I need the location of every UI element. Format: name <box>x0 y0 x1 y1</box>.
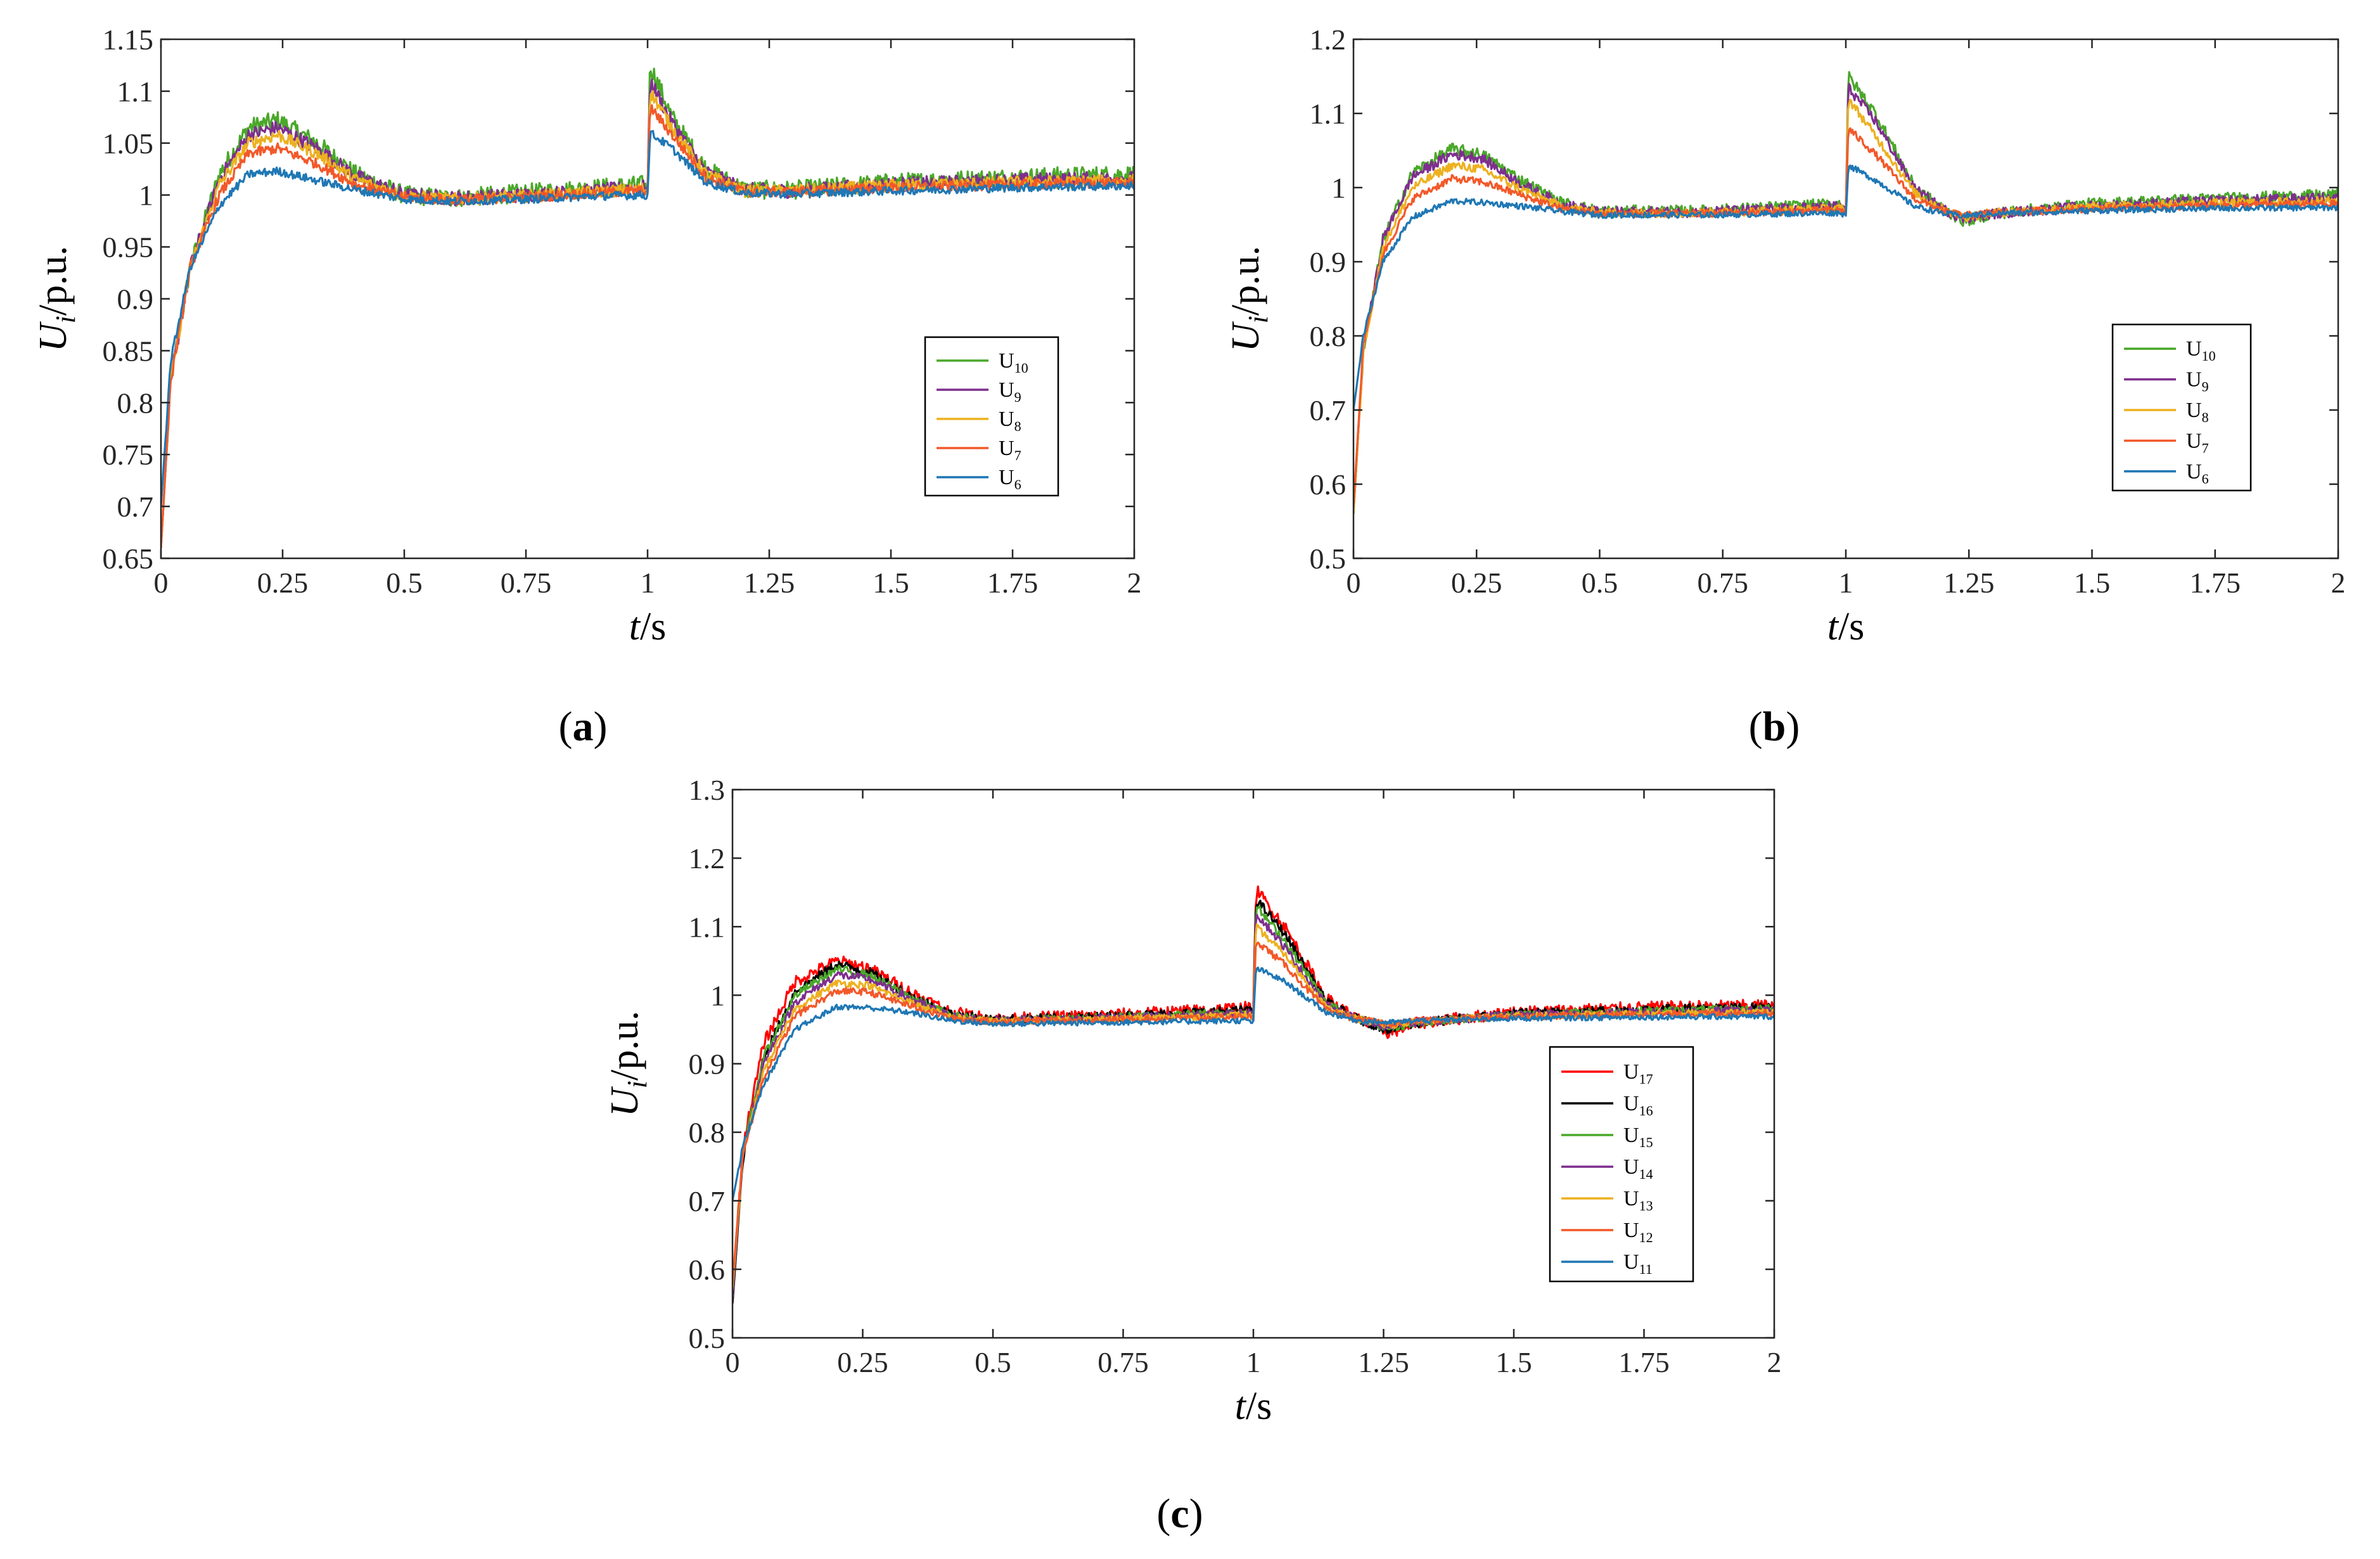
y-tick-label: 0.8 <box>689 1117 726 1149</box>
y-tick-label: 0.8 <box>1310 320 1347 352</box>
x-tick-label: 1 <box>641 567 655 599</box>
x-tick-label: 0.5 <box>975 1346 1011 1378</box>
y-tick-label: 1 <box>139 179 153 212</box>
panel-label: (c) <box>1156 1491 1203 1537</box>
panel-label: (a) <box>559 703 608 750</box>
x-tick-label: 2 <box>2331 567 2346 599</box>
series-group <box>1353 71 2338 514</box>
y-tick-label: 0.6 <box>689 1254 726 1286</box>
x-axis-label: t/s <box>629 605 667 648</box>
x-tick-label: 0.75 <box>1097 1346 1149 1378</box>
legend-label-u9: U9 <box>999 378 1021 405</box>
x-tick-label: 0 <box>726 1346 740 1378</box>
legend-label-u15: U15 <box>1623 1124 1653 1150</box>
y-tick-label: 0.7 <box>689 1185 726 1217</box>
x-tick-label: 0 <box>1347 567 1361 599</box>
legend-label-u14: U14 <box>1623 1155 1653 1182</box>
chart-panel-b: 0 0.25 0.5 0.75 1 1.25 1.5 1.75 2 0.5 0.6 0.7 0.8 0.9… <box>1224 23 2346 750</box>
x-tick-label: 1.5 <box>1495 1346 1532 1378</box>
y-tick-label: 0.9 <box>117 283 154 316</box>
legend-label-u8: U8 <box>2186 399 2209 425</box>
legend-label-u7: U7 <box>2186 429 2209 456</box>
panel-label: (b) <box>1749 703 1800 750</box>
y-tick-label: 1 <box>1331 172 1346 204</box>
x-tick-label: 0.25 <box>837 1346 888 1378</box>
legend-label-u6: U6 <box>999 466 1021 492</box>
y-tick-label: 1.2 <box>1310 23 1347 56</box>
x-tick-label: 0.25 <box>1451 567 1502 599</box>
x-tick-label: 1.5 <box>873 567 909 599</box>
x-tick-label: 1.5 <box>2074 567 2111 599</box>
x-tick-label: 0.5 <box>1582 567 1618 599</box>
y-axis-label: Ui/p.u. <box>1224 246 1274 352</box>
x-tick-label: 1.75 <box>1618 1346 1670 1378</box>
y-tick-label: 0.5 <box>1310 542 1347 575</box>
y-tick-label: 1.2 <box>689 842 726 875</box>
legend-label-u10: U10 <box>999 349 1028 376</box>
legend-label-u11: U11 <box>1623 1250 1653 1277</box>
y-tick-label: 0.7 <box>117 491 154 523</box>
y-tick-label: 0.7 <box>1310 394 1347 427</box>
legend-label-u9: U9 <box>2186 368 2209 395</box>
legend-box <box>924 336 1059 497</box>
legend-label-u17: U17 <box>1623 1060 1653 1087</box>
y-tick-label: 0.9 <box>1310 246 1347 278</box>
x-tick-label: 0 <box>154 567 169 599</box>
legend-box <box>2111 323 2252 492</box>
series-line-u6 <box>161 130 1134 507</box>
y-tick-label: 0.6 <box>1310 468 1347 501</box>
legend-label-u10: U10 <box>2186 337 2216 364</box>
series-group <box>161 67 1134 548</box>
x-tick-label: 0.75 <box>501 567 552 599</box>
legend-label-u16: U16 <box>1623 1092 1653 1119</box>
x-tick-label: 1.75 <box>987 567 1039 599</box>
y-tick-label: 0.65 <box>103 542 154 575</box>
legend-label-u13: U13 <box>1623 1187 1653 1214</box>
x-tick-label: 1.25 <box>1943 567 1995 599</box>
series-group <box>733 885 1774 1304</box>
y-tick-label: 1.1 <box>117 75 154 108</box>
y-tick-label: 0.95 <box>103 231 154 264</box>
y-tick-label: 0.75 <box>103 439 154 471</box>
legend-box <box>1549 1046 1694 1283</box>
x-tick-label: 2 <box>1767 1346 1782 1378</box>
x-tick-label: 1 <box>1246 1346 1261 1378</box>
y-tick-label: 1.3 <box>689 774 726 806</box>
x-tick-label: 1 <box>1839 567 1853 599</box>
legend-label-u8: U8 <box>999 407 1021 434</box>
legend-label-u7: U7 <box>999 437 1021 463</box>
y-tick-label: 1.15 <box>103 23 154 56</box>
y-axis-label: Ui/p.u. <box>603 1011 653 1117</box>
y-tick-label: 1.05 <box>103 127 154 160</box>
y-tick-label: 0.5 <box>689 1322 726 1354</box>
x-axis-label: t/s <box>1827 605 1865 648</box>
x-tick-label: 1.75 <box>2190 567 2241 599</box>
x-tick-label: 1.25 <box>744 567 795 599</box>
x-tick-label: 2 <box>1127 567 1142 599</box>
series-line-u11 <box>733 966 1774 1202</box>
series-line-u6 <box>1353 164 2338 411</box>
x-axis-label: t/s <box>1235 1385 1272 1428</box>
x-tick-label: 0.5 <box>386 567 423 599</box>
chart-panel-c: 0 0.25 0.5 0.75 1 1.25 1.5 1.75 2 0.5 0.6 0.7 0.8 0.9… <box>603 774 1782 1537</box>
y-tick-label: 0.85 <box>103 335 154 367</box>
legend: U10 U9 U8 U7 U6 <box>2111 323 2252 492</box>
legend: U17 U16 U15 U14 U13 U12 U11 <box>1549 1046 1694 1283</box>
y-tick-label: 1.1 <box>689 911 726 943</box>
legend-label-u12: U12 <box>1623 1219 1653 1245</box>
x-tick-label: 0.75 <box>1698 567 1749 599</box>
chart-panel-a: 0 0.25 0.5 0.75 1 1.25 1.5 1.75 2 0.65 0.7 0.75 0.8 0… <box>32 23 1142 750</box>
y-tick-label: 1.1 <box>1310 98 1347 130</box>
x-tick-label: 1.25 <box>1358 1346 1409 1378</box>
legend-label-u6: U6 <box>2186 460 2209 487</box>
y-axis-label: Ui/p.u. <box>32 246 81 352</box>
y-tick-label: 0.9 <box>689 1048 726 1081</box>
y-tick-label: 1 <box>710 979 725 1011</box>
x-tick-label: 0.25 <box>257 567 309 599</box>
y-tick-label: 0.8 <box>117 387 154 419</box>
